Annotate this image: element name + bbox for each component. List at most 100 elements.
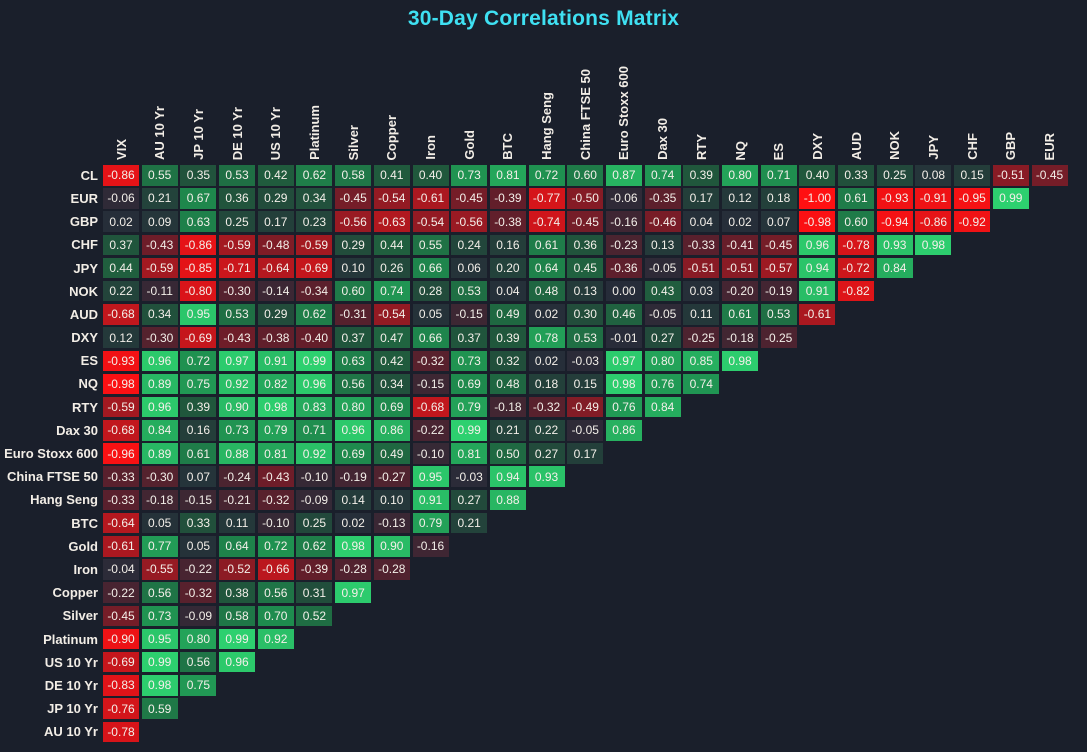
heatmap-cell: 0.20 [489,257,526,279]
heatmap-cell: -0.41 [722,234,758,256]
heatmap-cell: 0.66 [412,257,449,279]
heatmap-cell: -0.96 [103,443,139,464]
heatmap-cell: 0.38 [219,582,256,603]
heatmap-cell: -0.16 [605,211,642,232]
heatmap-cell: -0.56 [335,211,372,232]
column-header-label: VIX [113,139,129,160]
heatmap-cell: -0.22 [180,559,217,580]
heatmap-cell: 0.85 [683,350,720,371]
column-header: Dax 30 [645,36,681,160]
heatmap-cell: 0.27 [528,443,565,464]
heatmap-cell: -0.43 [141,234,178,256]
heatmap-cell: 0.71 [760,165,797,186]
heatmap-cell: 0.33 [180,512,217,534]
heatmap-cell: -0.43 [257,466,294,487]
heatmap-cell: -0.28 [335,559,372,580]
heatmap-cell: 0.28 [412,280,449,302]
row-label: CHF [71,237,98,253]
heatmap-cell: 0.27 [644,327,681,348]
heatmap-cell: 0.60 [335,280,372,302]
heatmap-cell: 0.70 [257,605,294,627]
heatmap-cell: 0.89 [141,373,178,395]
heatmap-cell: -0.90 [103,628,139,650]
column-header: US 10 Yr [258,36,294,160]
heatmap-cell: -0.32 [257,489,294,511]
heatmap-cell: -0.93 [103,350,139,371]
heatmap-cell: 0.41 [373,165,410,186]
heatmap-cell: 0.61 [838,188,875,209]
heatmap-cell: 0.56 [141,582,178,603]
heatmap-cell: -0.45 [760,234,797,256]
heatmap-cell: -0.15 [180,489,217,511]
heatmap-cell: 0.99 [219,628,256,650]
heatmap-cell: 0.13 [644,234,681,256]
heatmap-cell: 0.92 [296,443,333,464]
heatmap-cell: 0.00 [605,280,642,302]
column-header-label: Silver [345,124,361,160]
column-header-label: Gold [461,130,477,160]
row-label: NOK [69,283,98,299]
heatmap-cell: 0.74 [373,280,410,302]
heatmap-cell: 0.02 [722,211,758,232]
heatmap-cell: 0.82 [257,373,294,395]
heatmap-cell: 0.97 [335,582,372,603]
heatmap-cell: -0.74 [528,211,565,232]
column-header: EUR [1032,36,1068,160]
heatmap-cell: -0.34 [296,280,333,302]
row-label: Gold [68,538,98,554]
column-header-label: Hang Seng [539,92,555,160]
heatmap-cell: 0.43 [644,280,681,302]
column-header: Silver [335,36,371,160]
heatmap-cell: -0.78 [103,721,139,742]
column-header: RTY [683,36,719,160]
heatmap-cell: 0.03 [683,280,720,302]
heatmap-cell: 0.98 [722,350,758,371]
heatmap-cell: 0.07 [760,211,797,232]
heatmap-cell: 0.62 [296,165,333,186]
heatmap-cell: 0.72 [528,165,565,186]
row-label: Platinum [43,631,98,647]
column-header: AU 10 Yr [142,36,178,160]
heatmap-cell: -0.27 [373,466,410,487]
heatmap-cell: -0.15 [451,304,488,325]
heatmap-cell: -0.77 [528,188,565,209]
heatmap-cell: -0.94 [876,211,913,232]
heatmap-cell: 0.48 [489,373,526,395]
heatmap-cell: 0.77 [141,536,178,557]
heatmap-cell: 0.90 [373,536,410,557]
column-header: Platinum [296,36,332,160]
heatmap-cell: 0.62 [296,536,333,557]
column-header-label: JPY [925,135,941,160]
heatmap-cell: -0.10 [257,512,294,534]
heatmap-cell: 0.64 [528,257,565,279]
heatmap-cell: 0.21 [489,420,526,441]
heatmap-cell: 0.72 [180,350,217,371]
heatmap-cell: -0.20 [722,280,758,302]
row-label: Iron [73,561,98,577]
heatmap-cell: 0.94 [799,257,836,279]
heatmap-cell: 0.69 [373,396,410,418]
heatmap-cell: 0.96 [219,651,256,673]
heatmap-cell: 0.75 [180,675,217,696]
row-label: Hang Seng [30,492,98,508]
heatmap-cell: 0.56 [180,651,217,673]
heatmap-cell: -0.45 [451,188,488,209]
column-header-label: Platinum [306,105,322,160]
column-headers: VIX AU 10 Yr JP 10 Yr DE 10 Yr US 10 Yr Plati… [103,36,1068,160]
heatmap-cell: -0.19 [760,280,797,302]
heatmap-cell: 0.95 [180,304,217,325]
heatmap-cell: 0.16 [180,420,217,441]
heatmap-cell: 0.18 [760,188,797,209]
heatmap-cell: 0.12 [103,327,139,348]
heatmap-cell: 0.40 [412,165,449,186]
heatmap-cell: 0.67 [180,188,217,209]
heatmap-cell: -0.10 [412,443,449,464]
heatmap-cell: 0.12 [722,188,758,209]
row-label: Silver [62,608,98,624]
heatmap-cell: 0.64 [219,536,256,557]
heatmap-cell: 0.05 [412,304,449,325]
heatmap-grid: -0.86 0.55 0.35 0.53 0.42 0.62 0.58 0.41 0.40 0.7… [103,165,1068,742]
row-label: EUR [70,190,98,206]
heatmap-cell: -0.25 [760,327,797,348]
heatmap-cell: -0.59 [103,396,139,418]
